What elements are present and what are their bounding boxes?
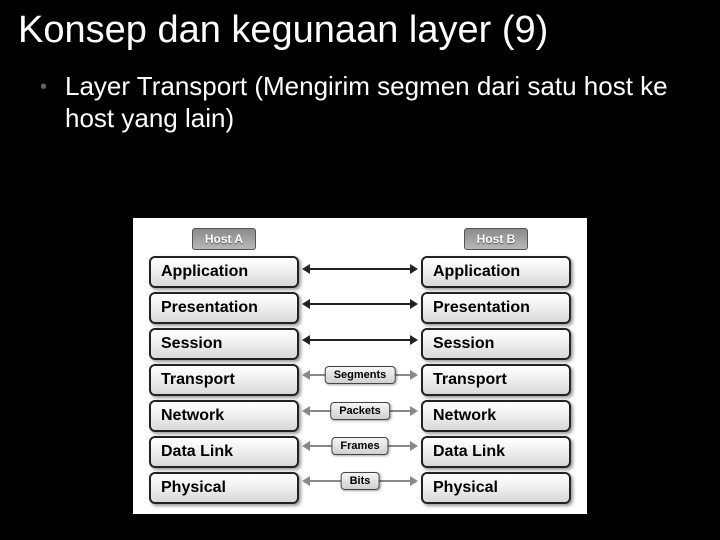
layer-box: Application (149, 256, 299, 288)
bullet-row: • Layer Transport (Mengirim segmen dari … (0, 52, 720, 135)
osi-diagram: Host A Application Presentation Session … (133, 218, 587, 514)
host-a-label: Host A (192, 228, 256, 250)
layer-box: Physical (421, 472, 571, 504)
layer-box: Application (421, 256, 571, 288)
diagram-middle: Segments Packets Frames Bits (308, 228, 412, 504)
layer-box: Session (149, 328, 299, 360)
peer-arrow (308, 268, 412, 270)
pdu-label: Segments (325, 366, 396, 384)
layer-box: Network (149, 400, 299, 432)
pdu-label: Frames (331, 437, 388, 455)
layer-box: Presentation (421, 292, 571, 324)
layer-box: Data Link (421, 436, 571, 468)
layer-box: Transport (149, 364, 299, 396)
host-b-stack: Host B Application Presentation Session … (421, 228, 571, 504)
layer-box: Network (421, 400, 571, 432)
slide-title: Konsep dan kegunaan layer (9) (0, 0, 720, 52)
layer-box: Transport (421, 364, 571, 396)
layer-box: Physical (149, 472, 299, 504)
host-a-stack: Host A Application Presentation Session … (149, 228, 299, 504)
bullet-dot-icon: • (40, 76, 47, 99)
pdu-label: Packets (330, 402, 390, 420)
peer-arrow (308, 339, 412, 341)
layer-box: Session (421, 328, 571, 360)
bullet-text: Layer Transport (Mengirim segmen dari sa… (65, 70, 680, 135)
host-b-label: Host B (464, 228, 529, 250)
layer-box: Presentation (149, 292, 299, 324)
pdu-label: Bits (341, 472, 380, 490)
layer-box: Data Link (149, 436, 299, 468)
peer-arrow (308, 303, 412, 305)
diagram-inner: Host A Application Presentation Session … (143, 228, 577, 504)
